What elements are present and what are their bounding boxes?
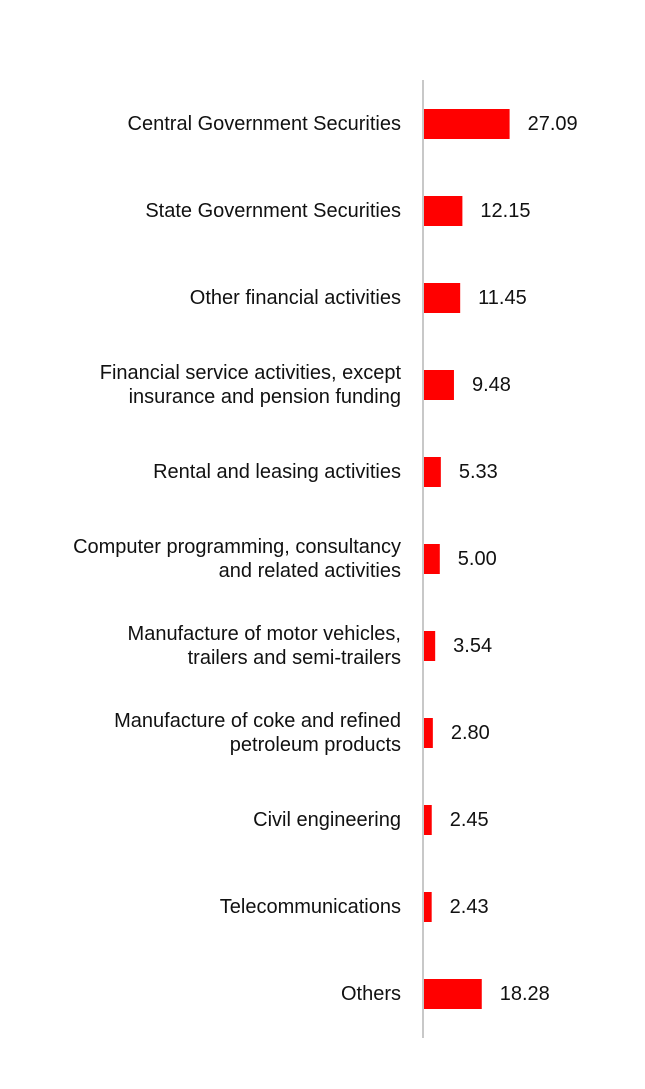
category-label-line: Financial service activities, except xyxy=(100,362,402,384)
bar xyxy=(424,457,441,487)
bar-value-label: 27.09 xyxy=(528,113,578,135)
bar-value-label: 5.00 xyxy=(458,548,497,570)
category-label: Telecommunications xyxy=(220,896,401,918)
category-label: Others xyxy=(341,983,401,1005)
category-label-line: Other financial activities xyxy=(190,287,401,309)
bar-value-label: 11.45 xyxy=(478,287,527,309)
category-label-line: Manufacture of motor vehicles, xyxy=(128,623,401,645)
bar xyxy=(424,718,433,748)
category-label: Rental and leasing activities xyxy=(153,461,401,483)
bar-series xyxy=(424,109,510,1009)
bar xyxy=(424,805,432,835)
category-label: Civil engineering xyxy=(253,809,401,831)
bar xyxy=(424,283,461,313)
category-labels: Central Government Securities State Gover… xyxy=(73,113,401,1005)
category-label: Computer programming, consultancy and rel… xyxy=(73,536,401,582)
category-label: Financial service activities, except insu… xyxy=(100,362,402,408)
category-label-line: Civil engineering xyxy=(253,809,401,831)
category-label: Manufacture of motor vehicles, trailers a… xyxy=(128,623,401,669)
category-label-line: petroleum products xyxy=(230,734,401,756)
bar xyxy=(424,631,436,661)
bar-value-label: 2.43 xyxy=(450,896,489,918)
category-label-line: State Government Securities xyxy=(145,200,401,222)
category-label: State Government Securities xyxy=(145,200,401,222)
category-label-line: Telecommunications xyxy=(220,896,401,918)
bar-value-label: 3.54 xyxy=(453,635,492,657)
bar xyxy=(424,892,432,922)
category-label-line: Manufacture of coke and refined xyxy=(114,710,401,732)
bar xyxy=(424,544,440,574)
category-label-line: insurance and pension funding xyxy=(129,386,401,408)
bar xyxy=(424,370,454,400)
category-label: Other financial activities xyxy=(190,287,401,309)
bar-value-label: 2.45 xyxy=(450,809,489,831)
category-label-line: Rental and leasing activities xyxy=(153,461,401,483)
category-label-line: Central Government Securities xyxy=(128,113,401,135)
bar xyxy=(424,979,482,1009)
bar-value-label: 18.28 xyxy=(500,983,550,1005)
bar-value-label: 9.48 xyxy=(472,374,511,396)
category-label: Central Government Securities xyxy=(128,113,401,135)
bar xyxy=(424,196,463,226)
bar-value-label: 5.33 xyxy=(459,461,498,483)
value-labels: 27.09 12.15 11.45 9.48 5.33 5.00 3.54 2.80 2.45 2… xyxy=(450,113,578,1005)
category-label-line: Computer programming, consultancy xyxy=(73,536,401,558)
bar-value-label: 12.15 xyxy=(480,200,530,222)
category-label-line: trailers and semi-trailers xyxy=(188,647,401,669)
category-label-line: Others xyxy=(341,983,401,1005)
bar xyxy=(424,109,510,139)
category-label-line: and related activities xyxy=(219,560,401,582)
category-label: Manufacture of coke and refined petroleum… xyxy=(114,710,401,756)
bar-value-label: 2.80 xyxy=(451,722,490,744)
